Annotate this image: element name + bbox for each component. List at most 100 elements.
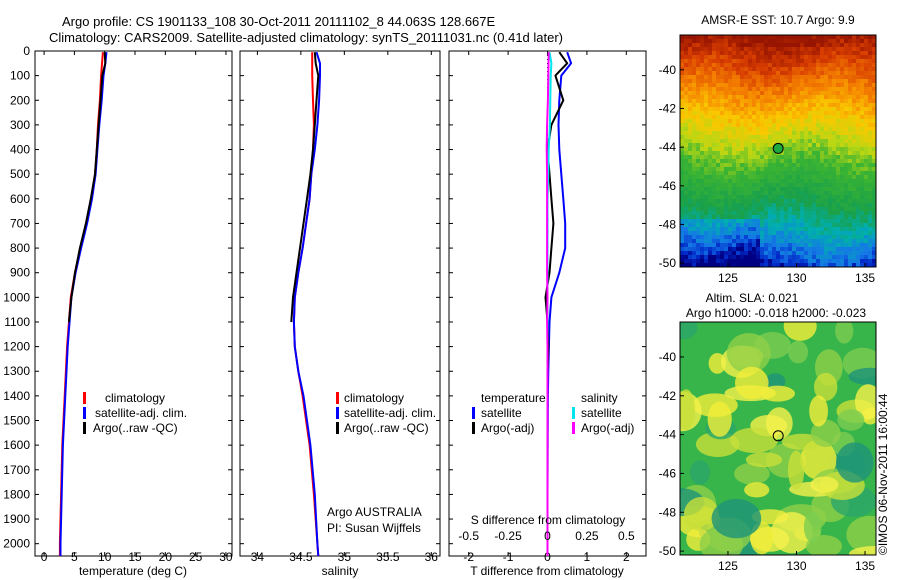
sst-cell [856, 235, 861, 240]
sst-cell [816, 147, 821, 152]
sst-cell [800, 255, 805, 260]
sst-cell [760, 87, 765, 92]
sst-cell [760, 227, 765, 232]
map-x-tick-label: 130 [786, 559, 806, 573]
sst-cell [816, 167, 821, 172]
sst-cell [748, 231, 753, 236]
sst-cell [796, 255, 801, 260]
sst-cell [696, 191, 701, 196]
sst-cell [840, 35, 845, 40]
sst-cell [872, 99, 876, 104]
sst-cell [780, 239, 785, 244]
sst-cell [856, 83, 861, 88]
sst-cell [736, 263, 741, 267]
sst-cell [684, 259, 689, 264]
sst-cell [712, 215, 717, 220]
sst-cell [856, 163, 861, 168]
sst-cell [768, 143, 773, 148]
sst-cell [740, 151, 745, 156]
sst-cell [724, 183, 729, 188]
sst-cell [784, 187, 789, 192]
sst-cell [752, 123, 757, 128]
sst-cell [716, 151, 721, 156]
sst-cell [728, 131, 733, 136]
sst-cell [836, 227, 841, 232]
sst-cell [800, 119, 805, 124]
sst-cell [856, 259, 861, 264]
sst-cell [816, 195, 821, 200]
sst-cell [820, 195, 825, 200]
sst-cell [808, 115, 813, 120]
sst-cell [856, 147, 861, 152]
sst-cell [728, 219, 733, 224]
sst-cell [760, 131, 765, 136]
sst-cell [760, 203, 765, 208]
sst-cell [804, 71, 809, 76]
sst-cell [820, 215, 825, 220]
sst-cell [764, 199, 769, 204]
sst-cell [836, 251, 841, 256]
sst-cell [696, 183, 701, 188]
sst-cell [748, 203, 753, 208]
sst-cell [724, 175, 729, 180]
sst-cell [804, 227, 809, 232]
sst-cell [740, 171, 745, 176]
sst-cell [764, 203, 769, 208]
sst-cell [700, 207, 705, 212]
sst-cell [804, 159, 809, 164]
sst-cell [772, 59, 777, 64]
sst-cell [868, 223, 873, 228]
sst-cell [736, 215, 741, 220]
sst-cell [704, 103, 709, 108]
sst-cell [752, 131, 757, 136]
sst-cell [776, 191, 781, 196]
sst-cell [800, 215, 805, 220]
sst-cell [704, 263, 709, 267]
sst-cell [852, 219, 857, 224]
sst-cell [692, 251, 697, 256]
sst-cell [852, 207, 857, 212]
sst-cell [772, 175, 777, 180]
sst-cell [788, 135, 793, 140]
sst-cell [752, 235, 757, 240]
sst-cell [732, 231, 737, 236]
sst-cell [860, 131, 865, 136]
sst-cell [732, 251, 737, 256]
sst-cell [796, 47, 801, 52]
sst-cell [720, 179, 725, 184]
sst-cell [800, 207, 805, 212]
sst-cell [740, 159, 745, 164]
sst-cell [824, 223, 829, 228]
sst-cell [776, 171, 781, 176]
sst-cell [788, 215, 793, 220]
sst-cell [804, 103, 809, 108]
sst-cell [836, 115, 841, 120]
sst-cell [804, 39, 809, 44]
sst-cell [752, 211, 757, 216]
sst-cell [724, 115, 729, 120]
sst-cell [816, 115, 821, 120]
sst-cell [792, 167, 797, 172]
sst-cell [732, 115, 737, 120]
sst-cell [692, 107, 697, 112]
sst-cell [836, 99, 841, 104]
sst-cell [724, 259, 729, 264]
sst-cell [716, 211, 721, 216]
sst-cell [732, 147, 737, 152]
sst-cell [684, 203, 689, 208]
sst-cell [680, 123, 685, 128]
sst-cell [832, 55, 837, 60]
sst-cell [772, 159, 777, 164]
sst-cell [792, 119, 797, 124]
sst-cell [840, 139, 845, 144]
sst-cell [784, 251, 789, 256]
sst-cell [784, 255, 789, 260]
sst-cell [844, 227, 849, 232]
sst-cell [800, 259, 805, 264]
sst-cell [768, 127, 773, 132]
sst-cell [772, 95, 777, 100]
sst-cell [712, 71, 717, 76]
sst-cell [728, 39, 733, 44]
sst-cell [716, 255, 721, 260]
sst-cell [800, 167, 805, 172]
